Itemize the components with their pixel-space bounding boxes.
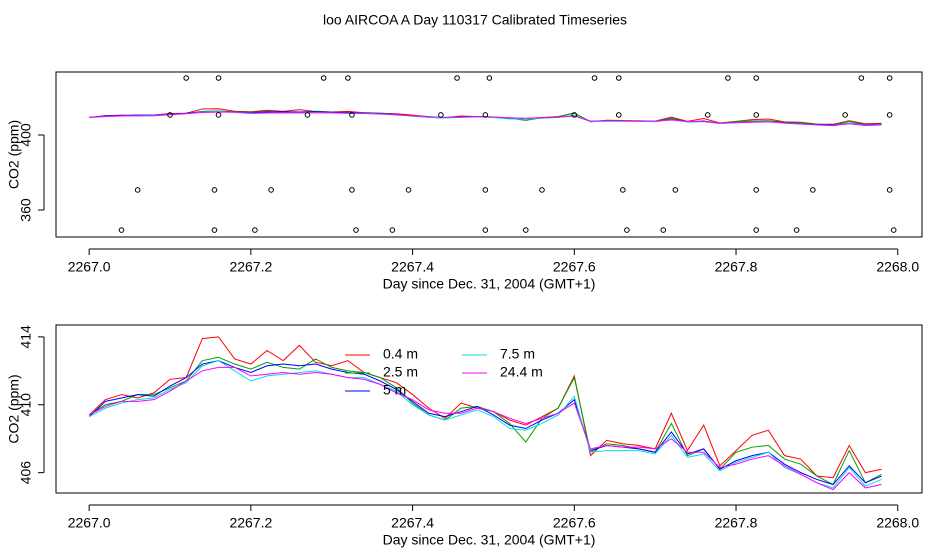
flag-point	[753, 187, 760, 193]
legend-label: 0.4 m	[383, 346, 418, 362]
x-tick-label: 2267.4	[391, 515, 434, 531]
flag-point	[886, 187, 893, 193]
y-axis-label: CO2 (ppm)	[6, 120, 22, 189]
y-tick-label: 410	[18, 393, 34, 417]
y-tick-label: 400	[18, 123, 34, 147]
flag-point	[482, 187, 489, 193]
flag-point	[405, 187, 412, 193]
flag-point	[624, 227, 630, 233]
flag-point	[842, 112, 848, 118]
flag-point	[886, 112, 893, 118]
x-tick-label: 2268.0	[876, 259, 919, 275]
flag-point	[793, 227, 800, 233]
y-tick-label: 414	[18, 325, 34, 349]
flag-point	[858, 75, 865, 81]
flag-point	[753, 112, 760, 118]
x-tick-label: 2267.0	[68, 259, 111, 275]
flag-point	[215, 112, 222, 118]
flag-point	[620, 187, 626, 193]
flag-point	[320, 75, 327, 81]
flag-point	[482, 227, 489, 233]
flag-point	[211, 187, 218, 193]
x-tick-label: 2267.4	[391, 259, 434, 275]
flag-point	[268, 187, 274, 193]
flag-point	[810, 187, 816, 193]
flag-point	[134, 187, 141, 193]
x-tick-label: 2267.8	[715, 259, 758, 275]
series-line	[88, 360, 882, 489]
flag-point	[615, 112, 622, 118]
x-axis-label: Day since Dec. 31, 2004 (GMT+1)	[383, 276, 596, 292]
chart-title: loo AIRCOA A Day 110317 Calibrated Times…	[323, 12, 627, 28]
series-line	[89, 110, 882, 126]
flag-point	[886, 75, 893, 81]
x-tick-label: 2267.8	[715, 515, 758, 531]
flag-point	[539, 187, 545, 193]
flag-point	[522, 227, 529, 233]
flag-point	[672, 187, 679, 193]
legend-label: 24.4 m	[500, 364, 543, 380]
flag-point	[183, 75, 189, 81]
flag-point	[725, 75, 731, 81]
flag-point	[890, 227, 897, 233]
y-tick-label: 360	[18, 198, 34, 222]
flag-point	[615, 75, 622, 81]
flag-point	[215, 75, 222, 81]
flag-point	[304, 112, 311, 118]
flag-point	[486, 75, 493, 81]
legend-label: 2.5 m	[383, 364, 418, 380]
flag-point	[753, 227, 760, 233]
flag-point	[389, 227, 396, 233]
plot-frame	[55, 71, 923, 238]
flag-point	[454, 75, 460, 81]
flag-point	[345, 75, 351, 81]
series-line	[88, 366, 882, 491]
flag-point	[571, 112, 578, 118]
flag-point	[482, 112, 489, 118]
series-line	[88, 356, 882, 486]
flag-point	[438, 112, 444, 118]
flag-point	[349, 112, 355, 118]
flag-point	[118, 227, 125, 233]
flag-point	[167, 112, 173, 118]
x-axis-label: Day since Dec. 31, 2004 (GMT+1)	[383, 532, 596, 548]
flag-point	[660, 227, 667, 233]
x-tick-label: 2267.2	[229, 515, 272, 531]
legend-label: 7.5 m	[500, 346, 535, 362]
x-tick-label: 2267.6	[553, 515, 596, 531]
flag-point	[353, 227, 359, 233]
flag-point	[753, 75, 760, 81]
flag-point	[704, 112, 711, 118]
x-tick-label: 2267.6	[553, 259, 596, 275]
flag-point	[349, 187, 355, 193]
series-line	[89, 110, 882, 126]
legend: 0.4 m 2.5 m 5 m 7.5 m 24.4 m	[345, 346, 543, 398]
x-tick-label: 2267.2	[229, 259, 272, 275]
series-line	[88, 360, 882, 486]
x-tick-label: 2268.0	[876, 515, 919, 531]
y-axis-label: CO2 (ppm)	[6, 374, 22, 443]
y-tick-label: 406	[18, 461, 34, 485]
flag-point	[211, 227, 218, 233]
x-tick-label: 2267.0	[68, 515, 111, 531]
flag-point	[252, 227, 258, 233]
plot-frame	[55, 324, 923, 494]
legend-label: 5 m	[383, 382, 406, 398]
flag-point	[591, 75, 598, 81]
